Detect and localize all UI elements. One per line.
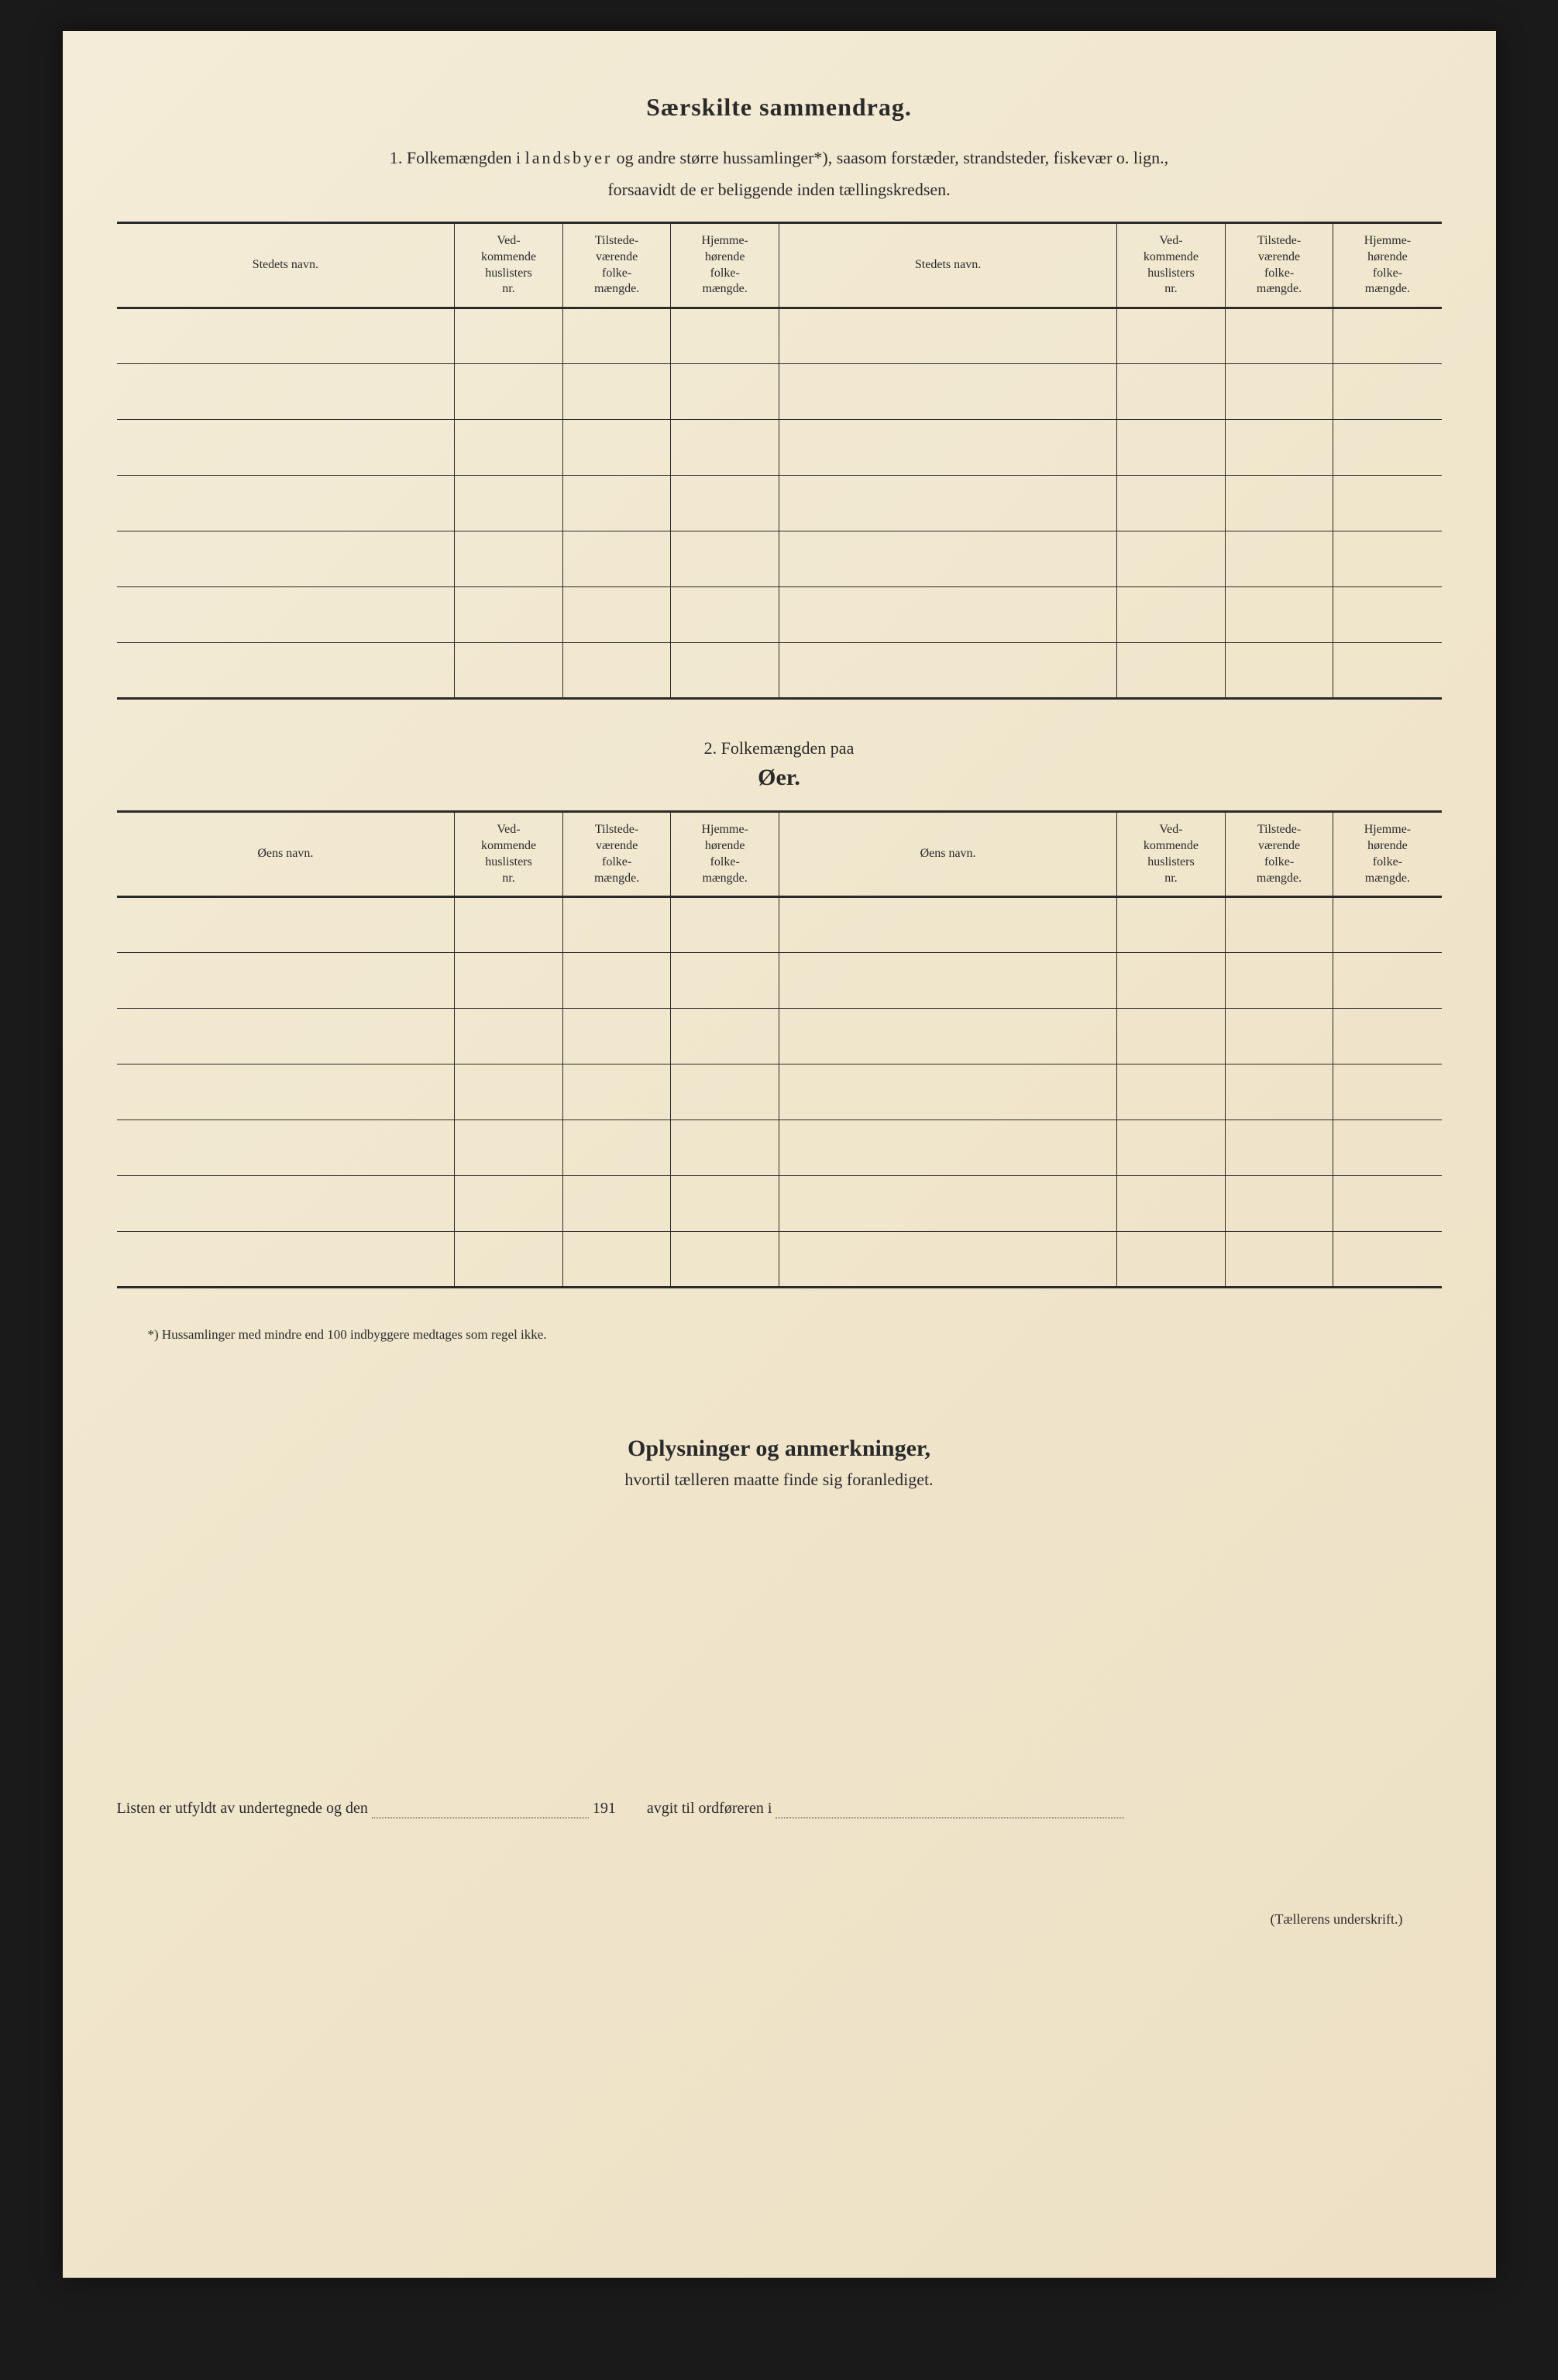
s1-col5-header: Stedets navn. (779, 223, 1116, 308)
s1-col3-header: Tilstede- værende folke- mængde. (562, 223, 671, 308)
sig-a: Listen er utfyldt av undertegnede og den (117, 1800, 368, 1817)
intro-line1a: Folkemængden i (407, 148, 525, 167)
footnote: *) Hussamlinger med mindre end 100 indby… (148, 1327, 1442, 1343)
intro-line1b: og andre større hussamlinger*), saasom f… (612, 148, 1168, 167)
s2-col3-header: Tilstede- værende folke- mængde. (562, 812, 671, 897)
table-row (117, 308, 1442, 364)
section2-title: Øer. (117, 765, 1442, 791)
section2-intro: 2. Folkemængden paa (117, 738, 1442, 758)
s1-col8-header: Hjemme- hørende folke- mængde. (1333, 223, 1442, 308)
sig-blank2 (776, 1800, 1124, 1818)
s2-col8-header: Hjemme- hørende folke- mængde. (1333, 812, 1442, 897)
table-row (117, 1064, 1442, 1120)
table-row (117, 476, 1442, 531)
table-row (117, 587, 1442, 643)
table-row (117, 420, 1442, 476)
s1-col1-header: Stedets navn. (117, 223, 455, 308)
s1-col2-header: Ved- kommende huslisters nr. (455, 223, 563, 308)
table-row (117, 953, 1442, 1009)
table-row (117, 643, 1442, 699)
document-page: Særskilte sammendrag. 1. Folkemængden i … (63, 31, 1496, 2278)
s2-col7-header: Tilstede- værende folke- mængde. (1225, 812, 1333, 897)
table-row (117, 1120, 1442, 1176)
s1-tbody (117, 308, 1442, 699)
section1-table: Stedets navn. Ved- kommende huslisters n… (117, 222, 1442, 700)
signer-label: (Tællerens underskrift.) (117, 1911, 1403, 1928)
sig-blank1 (372, 1800, 589, 1818)
table-row (117, 1232, 1442, 1288)
s2-col5-header: Øens navn. (779, 812, 1116, 897)
signature-line: Listen er utfyldt av undertegnede og den… (117, 1800, 1442, 1818)
s2-col2-header: Ved- kommende huslisters nr. (455, 812, 563, 897)
s2-col4-header: Hjemme- hørende folke- mængde. (671, 812, 779, 897)
intro-line1-spaced: landsbyer (525, 148, 613, 167)
table-row (117, 364, 1442, 420)
s1-col7-header: Tilstede- værende folke- mængde. (1225, 223, 1333, 308)
section3-title: Oplysninger og anmerkninger, (117, 1436, 1442, 1462)
table-row (117, 897, 1442, 953)
section2-table: Øens navn. Ved- kommende huslisters nr. … (117, 810, 1442, 1288)
section1-title: Særskilte sammendrag. (117, 93, 1442, 122)
section1-intro: 1. Folkemængden i landsbyer og andre stø… (117, 145, 1442, 170)
table-row (117, 1009, 1442, 1064)
sig-c: avgit til ordføreren i (647, 1800, 772, 1817)
s1-col6-header: Ved- kommende huslisters nr. (1117, 223, 1226, 308)
table-row (117, 531, 1442, 587)
s2-col1-header: Øens navn. (117, 812, 455, 897)
intro-num: 1. (390, 148, 403, 167)
table-row (117, 1176, 1442, 1232)
sig-b: 191 (593, 1800, 616, 1817)
s2-tbody (117, 897, 1442, 1288)
s2-col6-header: Ved- kommende huslisters nr. (1117, 812, 1226, 897)
section3-subtitle: hvortil tælleren maatte finde sig foranl… (117, 1470, 1442, 1490)
s1-col4-header: Hjemme- hørende folke- mængde. (671, 223, 779, 308)
section1-intro-line2: forsaavidt de er beliggende inden tællin… (117, 177, 1442, 202)
